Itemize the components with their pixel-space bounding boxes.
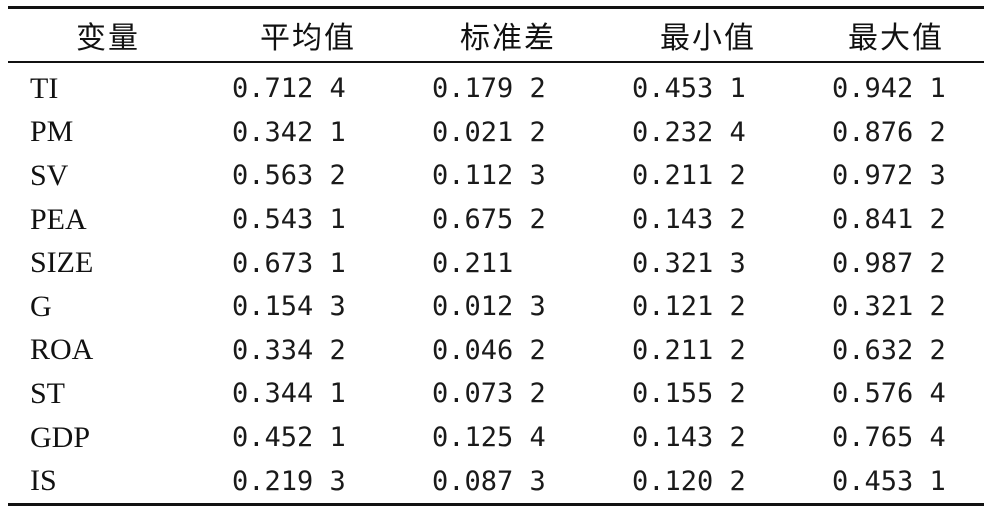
table-row: TI 0.712 4 0.179 2 0.453 1 0.942 1 bbox=[8, 62, 984, 111]
cell-variable: GDP bbox=[30, 420, 91, 454]
descriptive-statistics-table: 变量 平均值 标准差 最小值 最大值 TI 0.712 4 0.179 2 0.… bbox=[8, 6, 984, 506]
cell-std-dev: 0.087 3 bbox=[432, 465, 546, 497]
table-header: 变量 平均值 标准差 最小值 最大值 bbox=[8, 7, 984, 62]
cell-mean: 0.563 2 bbox=[232, 160, 346, 192]
cell-max: 0.972 3 bbox=[832, 160, 946, 192]
cell-variable: PM bbox=[30, 115, 74, 149]
cell-mean: 0.219 3 bbox=[232, 465, 346, 497]
cell-min: 0.453 1 bbox=[632, 73, 746, 105]
cell-std-dev: 0.021 2 bbox=[432, 116, 546, 148]
table-row: G 0.154 3 0.012 3 0.121 2 0.321 2 bbox=[8, 285, 984, 329]
cell-mean: 0.452 1 bbox=[232, 422, 346, 454]
cell-min: 0.211 2 bbox=[632, 160, 746, 192]
table-row: SIZE 0.673 1 0.211 0.321 3 0.987 2 bbox=[8, 241, 984, 285]
cell-mean: 0.334 2 bbox=[232, 334, 346, 366]
cell-std-dev: 0.012 3 bbox=[432, 291, 546, 323]
cell-mean: 0.673 1 bbox=[232, 247, 346, 279]
cell-variable: G bbox=[30, 289, 52, 323]
table-row: SV 0.563 2 0.112 3 0.211 2 0.972 3 bbox=[8, 154, 984, 198]
cell-max: 0.942 1 bbox=[832, 73, 946, 105]
table-row: IS 0.219 3 0.087 3 0.120 2 0.453 1 bbox=[8, 459, 984, 505]
cell-mean: 0.344 1 bbox=[232, 378, 346, 410]
header-max: 最大值 bbox=[848, 21, 944, 56]
cell-std-dev: 0.125 4 bbox=[432, 422, 546, 454]
cell-std-dev: 0.211 bbox=[432, 247, 514, 279]
cell-std-dev: 0.112 3 bbox=[432, 160, 546, 192]
cell-max: 0.453 1 bbox=[832, 465, 946, 497]
cell-variable: TI bbox=[30, 71, 59, 105]
cell-mean: 0.712 4 bbox=[232, 73, 346, 105]
table-row: ST 0.344 1 0.073 2 0.155 2 0.576 4 bbox=[8, 372, 984, 416]
cell-variable: SIZE bbox=[30, 246, 94, 280]
cell-min: 0.232 4 bbox=[632, 116, 746, 148]
cell-mean: 0.342 1 bbox=[232, 116, 346, 148]
table-body: TI 0.712 4 0.179 2 0.453 1 0.942 1 PM 0.… bbox=[8, 62, 984, 505]
header-mean: 平均值 bbox=[260, 21, 356, 56]
cell-max: 0.632 2 bbox=[832, 334, 946, 366]
table-row: PEA 0.543 1 0.675 2 0.143 2 0.841 2 bbox=[8, 198, 984, 242]
cell-std-dev: 0.046 2 bbox=[432, 334, 546, 366]
cell-std-dev: 0.675 2 bbox=[432, 204, 546, 236]
table-row: ROA 0.334 2 0.046 2 0.211 2 0.632 2 bbox=[8, 329, 984, 373]
cell-std-dev: 0.073 2 bbox=[432, 378, 546, 410]
cell-min: 0.321 3 bbox=[632, 247, 746, 279]
cell-min: 0.121 2 bbox=[632, 291, 746, 323]
cell-variable: PEA bbox=[30, 202, 87, 236]
cell-variable: ROA bbox=[30, 333, 94, 367]
cell-min: 0.120 2 bbox=[632, 465, 746, 497]
header-variable: 变量 bbox=[76, 21, 140, 56]
header-min: 最小值 bbox=[660, 21, 756, 56]
cell-max: 0.841 2 bbox=[832, 204, 946, 236]
cell-min: 0.143 2 bbox=[632, 422, 746, 454]
cell-variable: ST bbox=[30, 376, 66, 410]
statistics-table-container: 变量 平均值 标准差 最小值 最大值 TI 0.712 4 0.179 2 0.… bbox=[8, 6, 984, 506]
header-row: 变量 平均值 标准差 最小值 最大值 bbox=[8, 7, 984, 62]
cell-min: 0.155 2 bbox=[632, 378, 746, 410]
table-row: GDP 0.452 1 0.125 4 0.143 2 0.765 4 bbox=[8, 416, 984, 460]
cell-variable: SV bbox=[30, 158, 69, 192]
cell-max: 0.987 2 bbox=[832, 247, 946, 279]
cell-mean: 0.154 3 bbox=[232, 291, 346, 323]
cell-min: 0.143 2 bbox=[632, 204, 746, 236]
cell-max: 0.765 4 bbox=[832, 422, 946, 454]
cell-max: 0.321 2 bbox=[832, 291, 946, 323]
cell-std-dev: 0.179 2 bbox=[432, 73, 546, 105]
table-row: PM 0.342 1 0.021 2 0.232 4 0.876 2 bbox=[8, 111, 984, 155]
cell-variable: IS bbox=[30, 464, 57, 498]
cell-max: 0.576 4 bbox=[832, 378, 946, 410]
header-std-dev: 标准差 bbox=[460, 21, 556, 56]
cell-max: 0.876 2 bbox=[832, 116, 946, 148]
cell-mean: 0.543 1 bbox=[232, 204, 346, 236]
cell-min: 0.211 2 bbox=[632, 334, 746, 366]
